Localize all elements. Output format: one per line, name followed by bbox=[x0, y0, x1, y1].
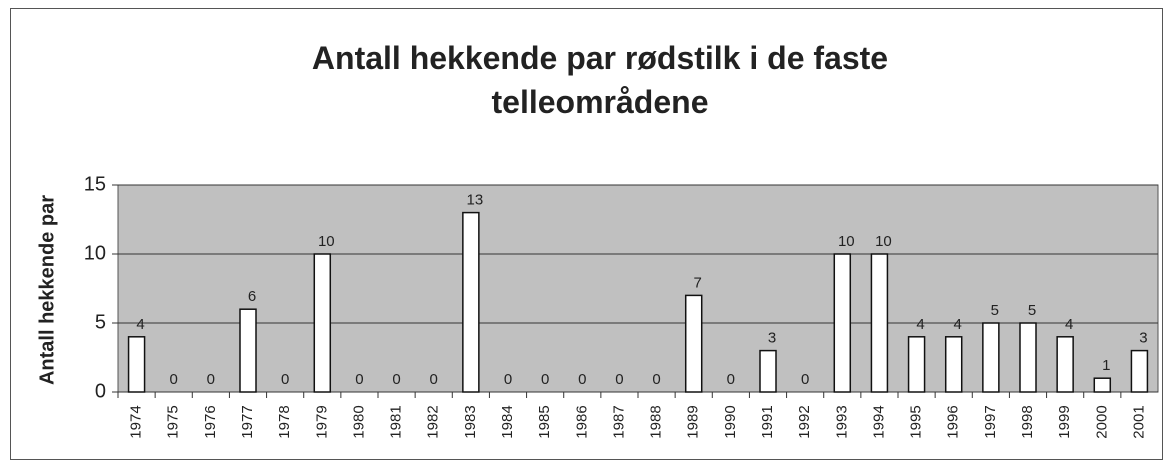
data-label: 7 bbox=[694, 274, 702, 291]
data-label: 0 bbox=[430, 371, 438, 388]
bar bbox=[1093, 377, 1112, 393]
data-label: 4 bbox=[1065, 316, 1073, 333]
x-tick-label: 1976 bbox=[202, 405, 219, 438]
y-tick-label: 5 bbox=[95, 311, 106, 333]
bar bbox=[684, 294, 703, 393]
data-label: 4 bbox=[954, 316, 962, 333]
x-tick-label: 1999 bbox=[1056, 405, 1073, 438]
x-tick-label: 1982 bbox=[425, 405, 442, 438]
data-label: 10 bbox=[838, 233, 855, 250]
x-tick-label: 1994 bbox=[870, 405, 887, 438]
x-tick-label: 1974 bbox=[128, 405, 145, 438]
data-label: 0 bbox=[727, 371, 735, 388]
y-tick-label: 10 bbox=[84, 242, 106, 264]
x-tick-label: 1987 bbox=[610, 405, 627, 438]
x-tick-label: 1996 bbox=[945, 405, 962, 438]
plot-area bbox=[117, 184, 1159, 393]
x-tick-label: 1983 bbox=[462, 405, 479, 438]
x-tick-label: 1981 bbox=[388, 405, 405, 438]
x-tick-label: 1979 bbox=[313, 405, 330, 438]
data-label: 10 bbox=[875, 233, 892, 250]
data-label: 5 bbox=[991, 302, 999, 319]
data-label: 0 bbox=[541, 371, 549, 388]
x-tick-label: 1988 bbox=[648, 405, 665, 438]
data-label: 0 bbox=[392, 371, 400, 388]
data-label: 0 bbox=[801, 371, 809, 388]
x-tick-label: 1993 bbox=[833, 405, 850, 438]
x-tick-label: 1980 bbox=[350, 405, 367, 438]
data-label: 3 bbox=[1139, 330, 1147, 347]
x-tick-label: 1975 bbox=[165, 405, 182, 438]
x-tick-label: 1990 bbox=[722, 405, 739, 438]
bar bbox=[1130, 349, 1149, 393]
data-label: 0 bbox=[652, 371, 660, 388]
data-label: 0 bbox=[615, 371, 623, 388]
x-tick-label: 2001 bbox=[1130, 405, 1147, 438]
bar bbox=[944, 336, 963, 393]
bar bbox=[870, 253, 889, 393]
x-tick-label: 1992 bbox=[796, 405, 813, 438]
bar bbox=[907, 336, 926, 393]
data-label: 4 bbox=[136, 316, 144, 333]
x-tick-label: 2000 bbox=[1093, 405, 1110, 438]
x-tick-label: 1998 bbox=[1019, 405, 1036, 438]
data-label: 3 bbox=[768, 330, 776, 347]
x-tick-label: 1991 bbox=[759, 405, 776, 438]
bar bbox=[759, 349, 777, 393]
bar bbox=[127, 336, 146, 393]
data-label: 6 bbox=[248, 288, 256, 305]
data-label: 10 bbox=[318, 233, 335, 250]
y-tick-label: 0 bbox=[95, 380, 106, 402]
y-axis-label: Antall hekkende par bbox=[36, 195, 58, 385]
data-label: 5 bbox=[1028, 302, 1036, 319]
bar bbox=[1019, 322, 1037, 393]
bar bbox=[462, 211, 480, 393]
data-label: 4 bbox=[916, 316, 924, 333]
data-label: 1 bbox=[1102, 357, 1110, 374]
data-label: 0 bbox=[207, 371, 215, 388]
bar bbox=[313, 253, 332, 393]
x-tick-label: 1989 bbox=[685, 405, 702, 438]
data-label: 0 bbox=[281, 371, 289, 388]
chart-frame bbox=[10, 8, 1163, 460]
bar bbox=[833, 253, 852, 393]
data-label: 0 bbox=[355, 371, 363, 388]
y-tick-label: 15 bbox=[84, 173, 106, 195]
bar bbox=[239, 308, 257, 393]
data-label: 0 bbox=[170, 371, 178, 388]
data-label: 0 bbox=[578, 371, 586, 388]
x-tick-label: 1997 bbox=[982, 405, 999, 438]
bar bbox=[1056, 336, 1074, 393]
data-label: 13 bbox=[467, 192, 484, 209]
chart-title: Antall hekkende par rødstilk i de faste … bbox=[311, 40, 889, 120]
x-tick-label: 1977 bbox=[239, 405, 256, 438]
x-tick-label: 1985 bbox=[536, 405, 553, 438]
bar bbox=[982, 322, 1000, 393]
x-tick-label: 1978 bbox=[276, 405, 293, 438]
x-tick-label: 1986 bbox=[573, 405, 590, 438]
x-tick-label: 1995 bbox=[908, 405, 925, 438]
x-tick-label: 1984 bbox=[499, 405, 516, 438]
data-label: 0 bbox=[504, 371, 512, 388]
